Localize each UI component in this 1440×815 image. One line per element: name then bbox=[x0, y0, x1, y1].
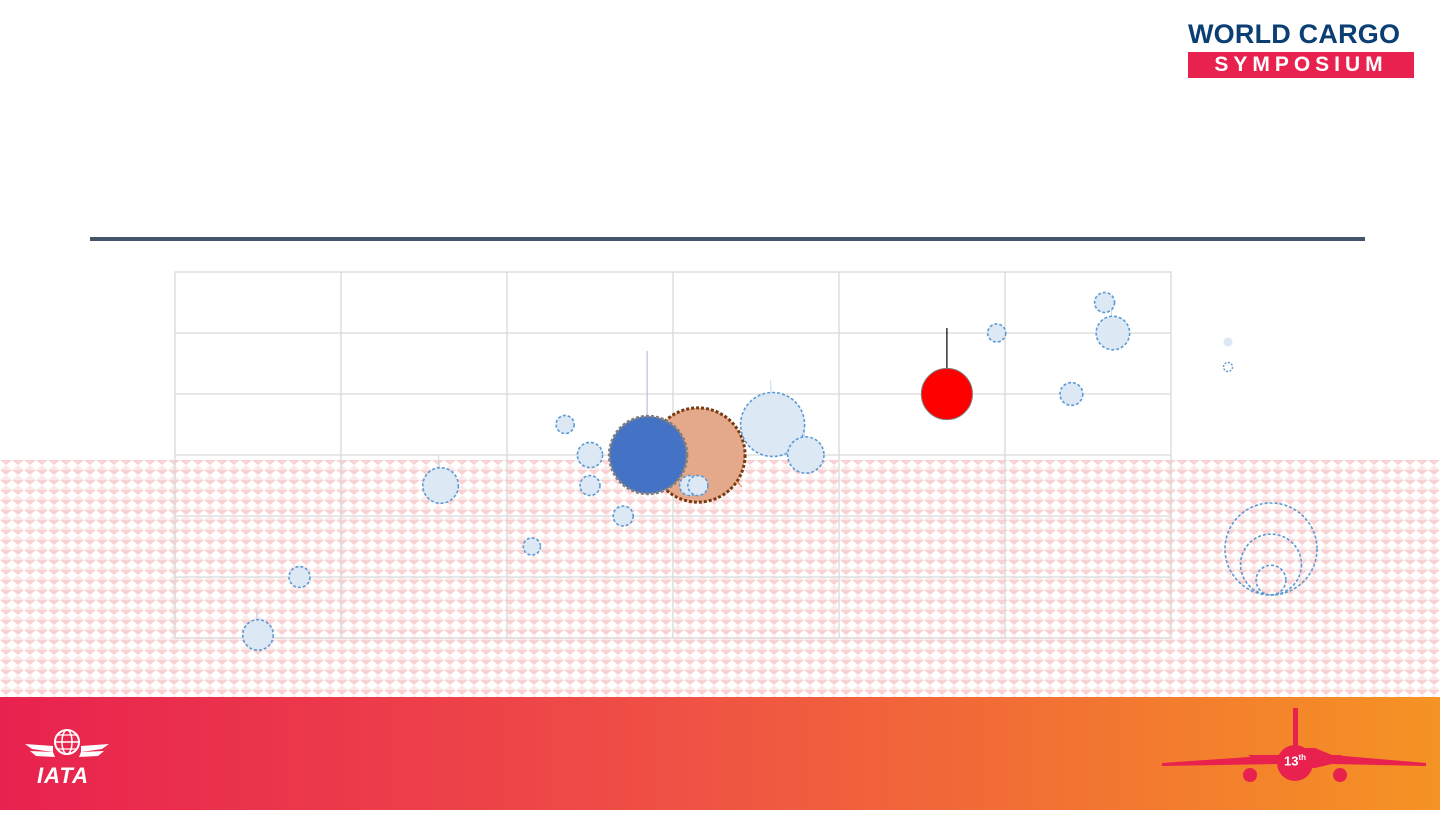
iata-wordmark: IATA bbox=[37, 763, 90, 788]
legend-marker-outline bbox=[1222, 361, 1234, 373]
bubble bbox=[241, 618, 275, 652]
bubbles bbox=[241, 291, 1131, 652]
chart-grid bbox=[174, 271, 1172, 639]
size-legend-circle bbox=[1255, 564, 1287, 596]
logo-line-2: SYMPOSIUM bbox=[1188, 52, 1414, 78]
bubble-highlight-blue bbox=[607, 414, 689, 496]
bubble bbox=[687, 474, 709, 497]
airplane-icon bbox=[1162, 708, 1426, 782]
size-legend-circle bbox=[1224, 502, 1318, 596]
bubble bbox=[576, 441, 604, 469]
logo-line-1: WORLD CARGO bbox=[1188, 19, 1401, 49]
bubble bbox=[522, 537, 542, 556]
size-legend bbox=[1222, 337, 1318, 596]
world-cargo-symposium-logo: WORLD CARGO SYMPOSIUM bbox=[1188, 20, 1414, 78]
bubble-highlight-red bbox=[920, 367, 973, 421]
legend-marker-fill bbox=[1223, 337, 1233, 347]
size-legend-circle bbox=[1239, 533, 1303, 596]
edition-suffix: th bbox=[1298, 753, 1307, 762]
background-triangle-pattern bbox=[0, 460, 1440, 700]
bubble bbox=[288, 565, 311, 589]
bubble bbox=[555, 414, 575, 435]
title-divider bbox=[90, 237, 1365, 241]
bubble bbox=[1059, 381, 1084, 407]
airplane-13th-badge: 13th bbox=[1160, 700, 1430, 810]
edition-number: 13 bbox=[1283, 753, 1299, 769]
bubble bbox=[1093, 291, 1116, 314]
bubble bbox=[422, 466, 460, 505]
bubble bbox=[579, 474, 601, 497]
globe-wings-icon bbox=[25, 729, 109, 757]
bubble bbox=[1095, 315, 1131, 351]
bubble bbox=[612, 505, 634, 527]
bubble bbox=[986, 323, 1007, 343]
bubble bbox=[786, 436, 825, 474]
bubble bbox=[739, 391, 806, 458]
footer-gradient-bar bbox=[0, 697, 1440, 810]
bubble-chart bbox=[174, 271, 1318, 652]
iata-logo: IATA bbox=[20, 722, 120, 792]
